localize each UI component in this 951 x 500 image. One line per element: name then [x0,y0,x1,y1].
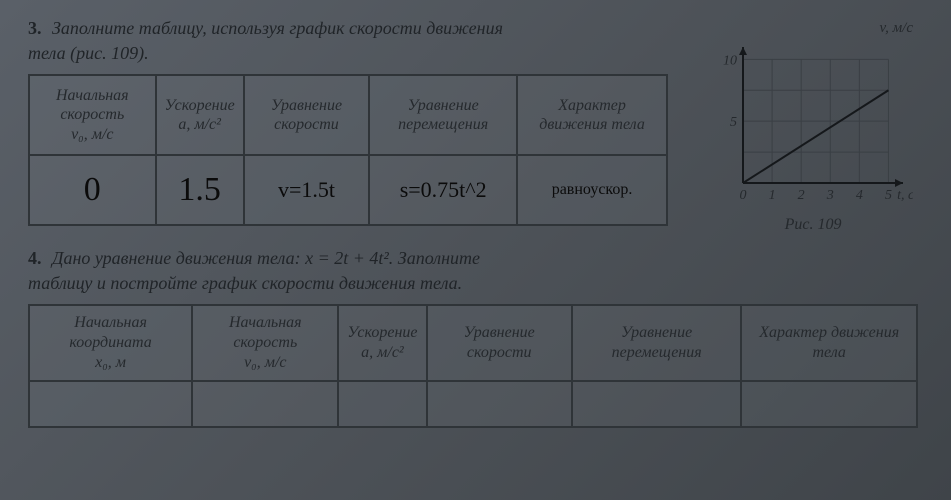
task4-header-row: Начальная координата x₀, м Начальная ско… [29,305,917,381]
task4-h3: Ускорение a, м/с² [338,305,426,381]
task3-h5: Характер движения тела [517,75,667,155]
task4-data-row [29,381,917,427]
task4-cell-2 [192,381,338,427]
svg-text:0: 0 [740,188,747,203]
task3-block: 3. Заполните таблицу, используя график с… [28,18,691,226]
task3-disp-eq: s=0.75t^2 [369,155,517,225]
task3-number: 3. [28,18,42,38]
task4-cell-6 [741,381,917,427]
svg-text:4: 4 [856,188,863,203]
task4-h1: Начальная координата x₀, м [29,305,192,381]
task4-cell-4 [427,381,572,427]
task3-table: Начальная скорость v₀, м/с Ускорение a, … [28,74,668,226]
task4-table: Начальная координата x₀, м Начальная ско… [28,304,918,428]
task4-number: 4. [28,248,42,268]
velocity-chart: 5 10 0 1 2 3 4 5 t, c [713,37,913,207]
task3-nature: равноускор. [517,155,667,225]
task3-header-row: Начальная скорость v₀, м/с Ускорение a, … [29,75,667,155]
task4-text1: Дано уравнение движения тела: x = 2t + 4… [52,248,480,268]
chart-y-axis-label: v, м/с [703,20,913,37]
task4-h6: Характер движения тела [741,305,917,381]
task3-h1: Начальная скорость v₀, м/с [29,75,156,155]
task3-prompt-line2: тела (рис. 109). [28,43,691,64]
task3-h4: Уравнение перемещения [369,75,517,155]
chart-block: v, м/с 5 10 0 1 2 3 4 5 t, c Рис. 109 [703,18,923,234]
chart-caption: Рис. 109 [703,216,923,234]
task4-cell-3 [338,381,426,427]
task4-prompt-line1: 4. Дано уравнение движения тела: x = 2t … [28,248,923,269]
task4-cell-1 [29,381,192,427]
task3-v0: 0 [29,155,156,225]
task3-text1: Заполните таблицу, используя график скор… [52,18,503,38]
task3-h2: Ускорение a, м/с² [156,75,244,155]
task3-prompt-line1: 3. Заполните таблицу, используя график с… [28,18,691,39]
svg-text:2: 2 [798,188,805,203]
task3-h3: Уравнение скорости [244,75,370,155]
svg-text:t, c: t, c [897,188,913,203]
task4-block: 4. Дано уравнение движения тела: x = 2t … [28,248,923,428]
task4-cell-5 [572,381,742,427]
svg-text:5: 5 [730,115,737,130]
task4-h5: Уравнение перемещения [572,305,742,381]
task3-a: 1.5 [156,155,244,225]
task3-vel-eq: v=1.5t [244,155,370,225]
task4-prompt-line2: таблицу и постройте график скорости движ… [28,273,923,294]
svg-text:3: 3 [826,188,834,203]
svg-text:10: 10 [723,53,737,68]
svg-text:1: 1 [769,188,776,203]
svg-text:5: 5 [885,188,892,203]
task3-data-row: 0 1.5 v=1.5t s=0.75t^2 равноускор. [29,155,667,225]
task4-h4: Уравнение скорости [427,305,572,381]
task4-h2: Начальная скорость v₀, м/с [192,305,338,381]
